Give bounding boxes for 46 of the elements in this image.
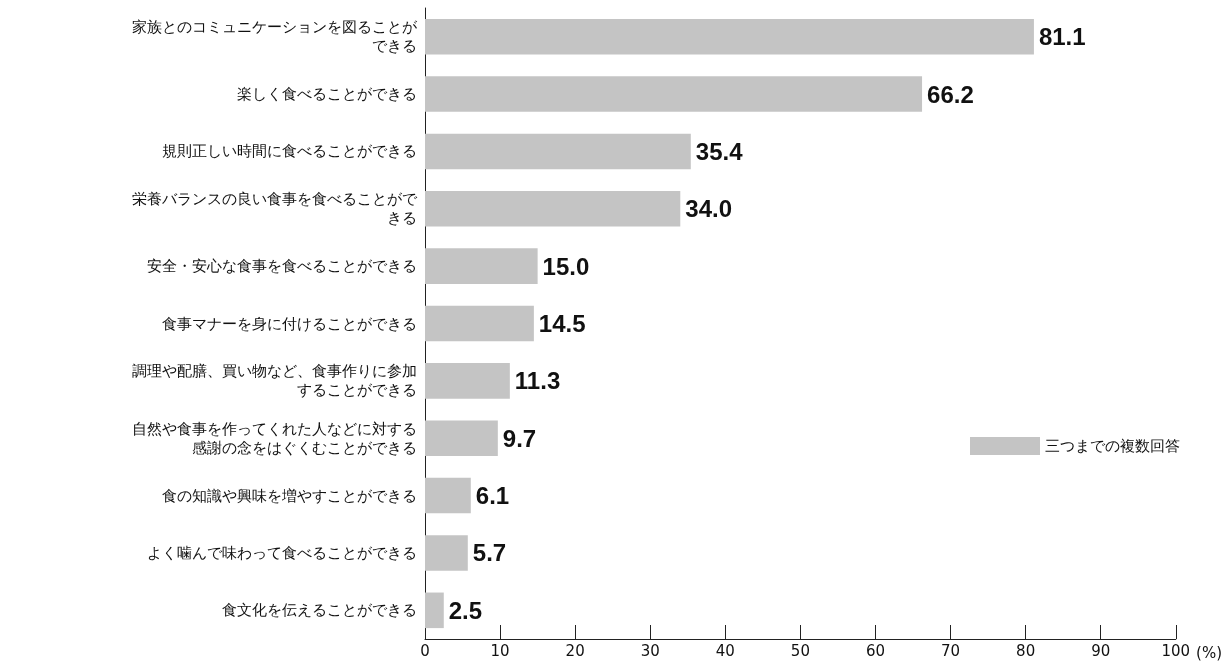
data-label: 81.1 (1038, 23, 1086, 51)
y-tick-label: よく噛んで味わって食べることができる (147, 543, 417, 562)
y-tick-label: 家族とのコミュニケーションを図ることができる (132, 18, 418, 56)
data-label: 14.5 (538, 310, 586, 337)
data-label: 9.7 (502, 424, 537, 452)
y-tick-label: 食の知識や興味を増やすことができる (162, 486, 417, 505)
x-tick-label: 60 (865, 641, 886, 660)
bar (425, 190, 681, 227)
bar (425, 363, 510, 399)
x-tick-label: 50 (790, 641, 810, 660)
data-label: 6.1 (475, 482, 510, 510)
y-tick-label: 楽しく食べることができる (237, 85, 417, 104)
data-label: 66.2 (927, 80, 974, 108)
bar (425, 18, 1034, 55)
data-label: 2.5 (448, 596, 483, 624)
x-tick-label: 30 (640, 641, 660, 660)
y-tick-label: 自然や食事を作ってくれた人などに対する感謝の念をはぐくむことができる (132, 419, 417, 457)
y-tick-label: 安全・安心な食事を食べることができる (147, 257, 417, 276)
bar (425, 248, 538, 284)
data-label: 34.0 (685, 195, 732, 223)
y-tick-label: 食事マナーを身に付けることができる (162, 314, 417, 333)
legend-label: 三つまでの複数回答 (1045, 437, 1180, 455)
x-tick-label: 10 (490, 641, 510, 660)
bar (425, 592, 444, 629)
x-axis-title: (%) (1196, 643, 1223, 662)
x-tick-label: 0 (420, 641, 430, 660)
bar (425, 420, 498, 457)
y-tick-label: 規則正しい時間に食べることができる (162, 142, 417, 161)
x-tick-label: 20 (565, 641, 585, 660)
y-tick-label: 調理や配膳、買い物など、食事作りに参加することができる (132, 362, 417, 400)
bar (425, 305, 534, 342)
bar (425, 133, 691, 170)
y-tick-label: 食文化を伝えることができる (222, 601, 417, 620)
data-label: 5.7 (472, 539, 507, 567)
y-tick-label: 栄養バランスの良い食事を食べることができる (132, 190, 418, 228)
x-tick-label: 80 (1016, 641, 1036, 660)
bar (425, 477, 471, 514)
x-tick-label: 70 (941, 641, 961, 660)
data-label: 15.0 (542, 252, 590, 280)
x-tick-label: 40 (715, 641, 735, 660)
data-label: 11.3 (514, 367, 561, 395)
x-tick-label: 100 (1161, 641, 1191, 660)
bar (425, 535, 468, 571)
bar (425, 76, 923, 112)
data-label: 35.4 (695, 137, 744, 165)
x-tick-label: 90 (1091, 641, 1111, 660)
